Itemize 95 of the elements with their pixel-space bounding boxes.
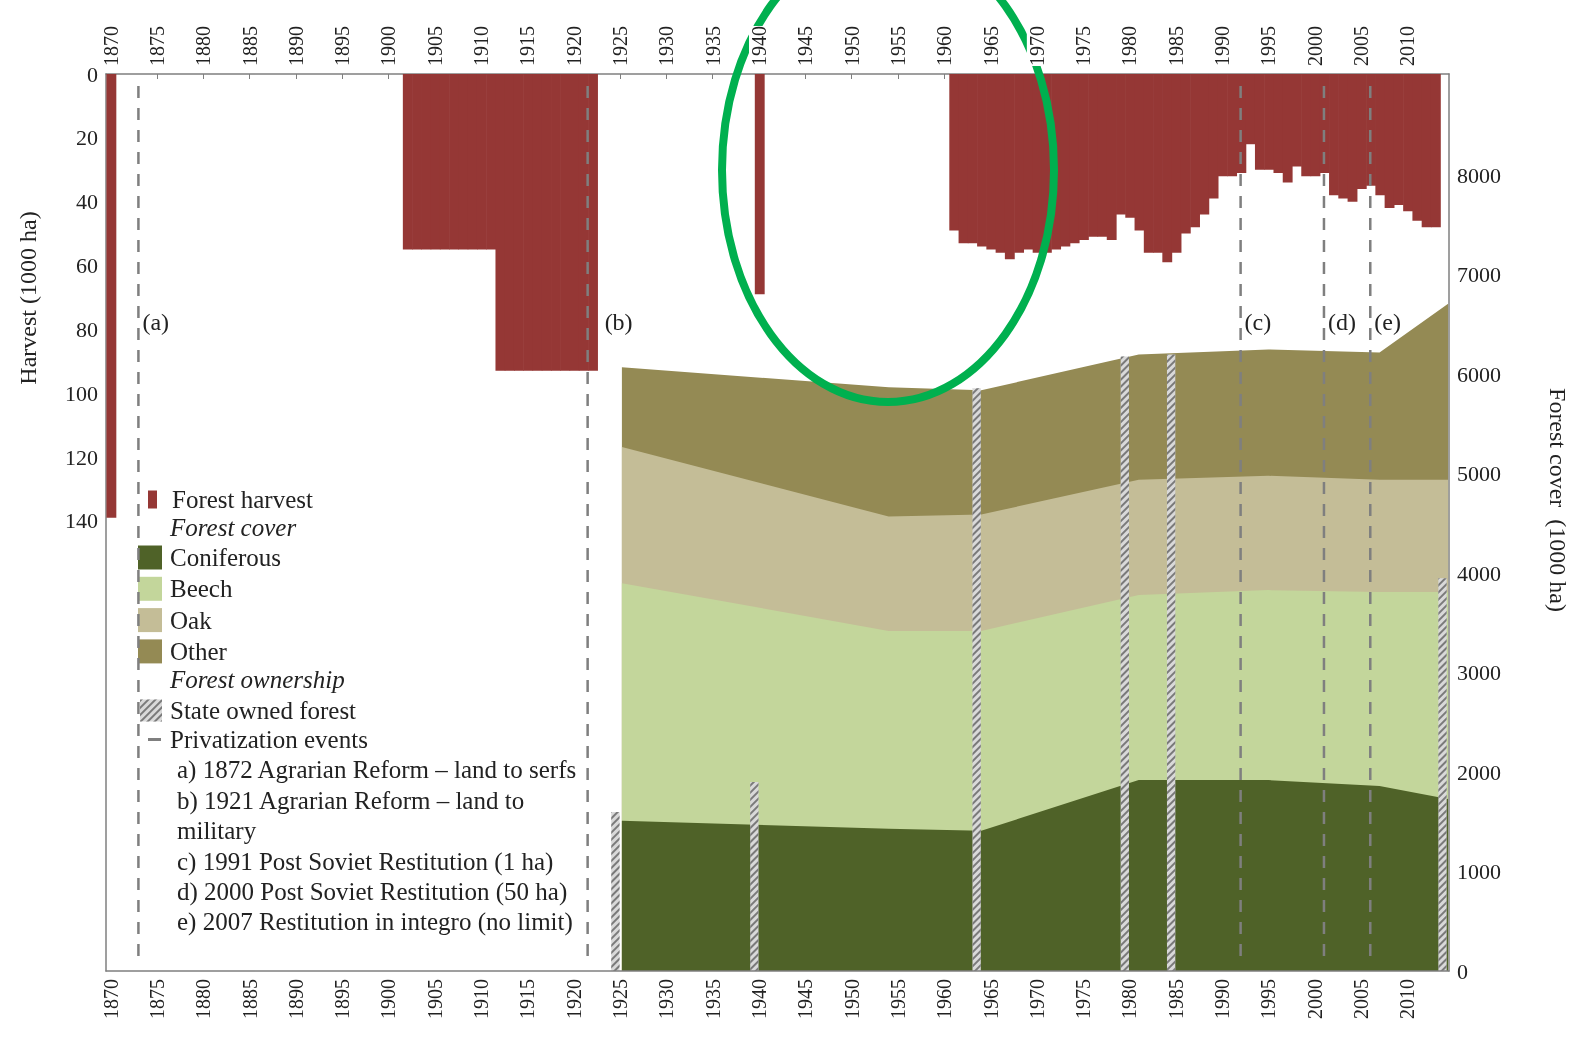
x-tick-label: 1935: [701, 979, 724, 1019]
y-tick-label: 140: [65, 508, 98, 534]
x-tick-label: 1905: [423, 979, 446, 1019]
y-tick-label: 60: [76, 253, 98, 279]
x2-tick-label: 2005: [1350, 26, 1373, 66]
annotation: Forest cover: [169, 513, 297, 541]
y-tick-label: 0: [87, 61, 98, 87]
legend-label: Forest harvest: [172, 486, 313, 513]
x2-tick-label: 1875: [145, 26, 168, 66]
x2-tick-label: 1995: [1257, 26, 1280, 66]
x-tick-label: 1970: [1025, 979, 1048, 1019]
x-tick-label: 1915: [516, 979, 539, 1019]
x2-tick-label: 1905: [423, 26, 446, 66]
x-tick-label: 1960: [933, 979, 956, 1019]
x-tick-label: 1985: [1164, 979, 1187, 1019]
y2-tick-label: 6000: [1457, 361, 1501, 387]
x2-tick-label: 1930: [655, 26, 678, 66]
x-tick-label: 1890: [284, 979, 307, 1019]
x2-tick-label: 1940: [747, 26, 770, 66]
x2-tick-label: 1945: [794, 26, 817, 66]
annotation: d) 2000 Post Soviet Restitution (50 ha): [177, 877, 568, 906]
x-tick-label: 2010: [1396, 979, 1419, 1019]
x-tick-label: 1965: [979, 979, 1002, 1019]
x2-tick-label: 2010: [1396, 26, 1419, 66]
annotation: a) 1872 Agrarian Reform – land to serfs: [177, 755, 577, 784]
x2-tick-label: 1960: [933, 26, 956, 66]
x2-tick-label: 1890: [284, 26, 307, 66]
x2-tick-label: 1900: [377, 26, 400, 66]
x2-tick-label: 1970: [1025, 26, 1048, 66]
x2-tick-label: 1915: [516, 26, 539, 66]
y-axis-title: Harvest (1000 ha): [15, 211, 41, 385]
y2-axis-title: Forest cover (1000 ha): [1545, 388, 1571, 612]
y2-tick-label: 0: [1457, 958, 1468, 984]
x2-tick-label: 1880: [192, 26, 215, 66]
y2-tick-label: 1000: [1457, 859, 1501, 885]
annotation: c) 1991 Post Soviet Restitution (1 ha): [177, 847, 554, 876]
x-tick-label: 1990: [1211, 979, 1234, 1019]
x2-tick-label: 1885: [238, 26, 261, 66]
x2-tick-label: 1910: [470, 26, 493, 66]
x-tick-label: 1995: [1257, 979, 1280, 1019]
y2-tick-label: 2000: [1457, 759, 1501, 785]
x2-tick-label: 1980: [1118, 26, 1141, 66]
annotation: e) 2007 Restitution in integro (no limit): [177, 907, 573, 936]
legend-label: State owned forest: [170, 697, 357, 724]
x2-tick-label: 1935: [701, 26, 724, 66]
x-tick-label: 1930: [655, 979, 678, 1019]
x-tick-label: 1980: [1118, 979, 1141, 1019]
y2-tick-label: 4000: [1457, 560, 1501, 586]
x-tick-label: 1975: [1072, 979, 1095, 1019]
x2-tick-label: 1955: [886, 26, 909, 66]
y2-tick-label: 5000: [1457, 461, 1501, 487]
legend-label: Beech: [170, 575, 233, 603]
annotation: Privatization events: [170, 725, 368, 753]
x2-tick-label: 1895: [331, 26, 354, 66]
x-tick-label: 1900: [377, 979, 400, 1019]
ref-line-label: (d): [1327, 309, 1356, 335]
y-tick-label: 20: [76, 125, 98, 151]
x-tick-label: 1880: [192, 979, 215, 1019]
x2-tick-label: 1870: [99, 26, 122, 66]
x2-tick-label: 1965: [979, 26, 1002, 66]
x-tick-label: 1885: [238, 979, 261, 1019]
x2-tick-label: 1950: [840, 26, 863, 66]
y2-tick-label: 3000: [1457, 660, 1501, 686]
x2-tick-label: 1990: [1211, 26, 1234, 66]
legend-label: Other: [170, 637, 228, 665]
ref-line-label: (a): [142, 309, 170, 335]
legend-label: Oak: [170, 606, 213, 634]
ref-line-label: (b): [604, 309, 633, 335]
x2-tick-label: 1925: [609, 26, 632, 66]
x-tick-label: 2000: [1303, 979, 1326, 1019]
x2-tick-label: 1975: [1072, 26, 1095, 66]
x-tick-label: 1895: [331, 979, 354, 1019]
x-tick-label: 1910: [470, 979, 493, 1019]
y2-tick-label: 7000: [1457, 262, 1501, 288]
annotation: Forest ownership: [169, 665, 345, 693]
x-tick-label: 1945: [794, 979, 817, 1019]
y-tick-label: 40: [76, 189, 98, 215]
y-tick-label: 80: [76, 316, 98, 342]
x-tick-label: 1920: [562, 979, 585, 1019]
x-tick-label: 1875: [145, 979, 168, 1019]
x-tick-label: 1940: [747, 979, 770, 1019]
x2-tick-label: 1920: [562, 26, 585, 66]
x-tick-label: 2005: [1350, 979, 1373, 1019]
x-tick-label: 1955: [886, 979, 909, 1019]
x2-tick-label: 2000: [1303, 26, 1326, 66]
x2-tick-label: 1985: [1164, 26, 1187, 66]
x-tick-label: 1925: [609, 979, 632, 1019]
legend-label: Coniferous: [170, 544, 282, 571]
x-tick-label: 1950: [840, 979, 863, 1019]
y2-tick-label: 8000: [1457, 162, 1501, 188]
y-tick-label: 120: [65, 444, 98, 470]
ref-line-label: (c): [1244, 309, 1272, 335]
ref-line-label: (e): [1374, 309, 1401, 335]
y-tick-label: 100: [65, 380, 98, 406]
x-tick-label: 1870: [99, 979, 122, 1019]
